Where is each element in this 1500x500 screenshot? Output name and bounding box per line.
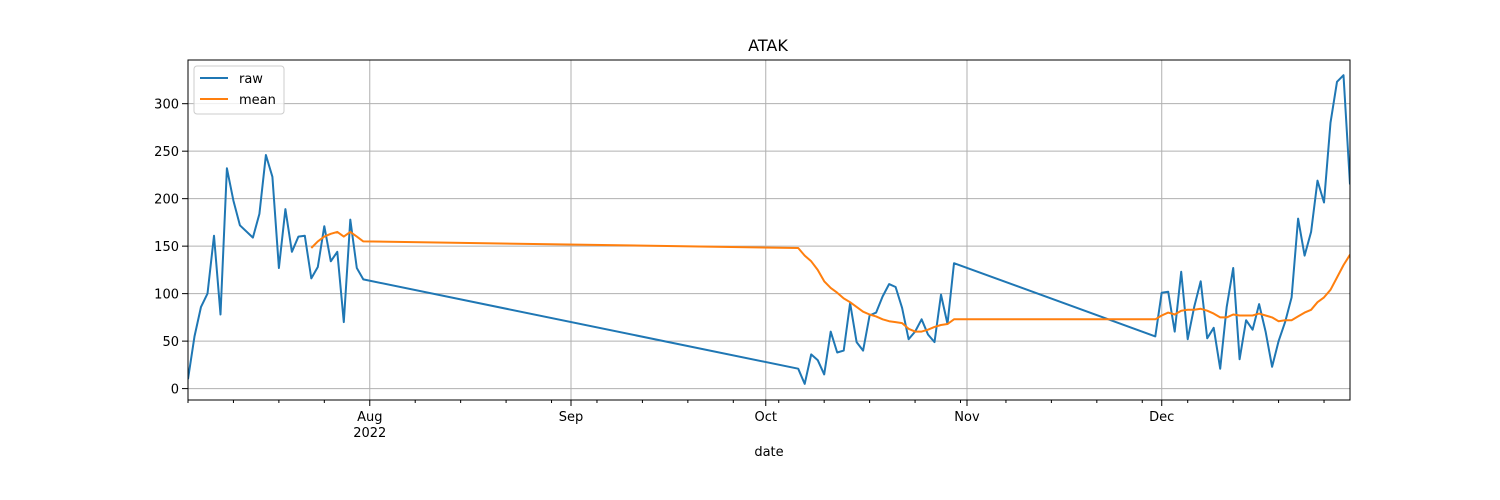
y-tick-label: 300 <box>154 98 179 113</box>
series-line-mean <box>310 230 1350 333</box>
x-tick-year-label: 2022 <box>353 426 386 441</box>
legend-label-raw: raw <box>239 72 263 87</box>
x-tick-label: Nov <box>954 410 980 425</box>
x-tick-label: Sep <box>559 410 584 425</box>
y-tick-label: 0 <box>171 383 179 398</box>
y-tick-label: 150 <box>154 240 179 255</box>
plot-series <box>188 74 1350 385</box>
y-tick-label: 250 <box>154 145 179 160</box>
x-tick-label: Oct <box>755 410 777 425</box>
legend-label-mean: mean <box>239 93 276 108</box>
plot-frame <box>187 59 1351 401</box>
y-tick-label: 50 <box>162 335 179 350</box>
grid <box>188 60 1350 400</box>
y-tick-label: 200 <box>154 193 179 208</box>
y-tick-label: 100 <box>154 288 179 303</box>
series-line-raw <box>188 74 1350 385</box>
x-tick-label: Aug <box>357 410 382 425</box>
legend: raw mean <box>193 65 285 115</box>
x-tick-label: Dec <box>1149 410 1174 425</box>
chart-title: ATAK <box>748 36 788 55</box>
y-axis-ticks: 0 50 100 150 200 250 300 <box>154 98 188 398</box>
x-axis-label: date <box>754 445 783 460</box>
